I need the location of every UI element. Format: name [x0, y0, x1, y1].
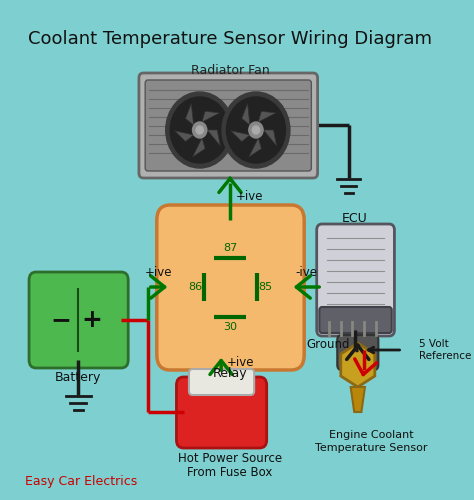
Polygon shape	[231, 130, 256, 141]
Text: 30: 30	[223, 322, 237, 332]
Text: +ive: +ive	[145, 266, 173, 280]
Circle shape	[166, 92, 234, 168]
Polygon shape	[192, 130, 205, 157]
FancyBboxPatch shape	[139, 73, 318, 178]
Circle shape	[227, 97, 285, 163]
Text: Temperature Sensor: Temperature Sensor	[315, 443, 428, 453]
FancyBboxPatch shape	[145, 80, 311, 171]
Text: 5 Volt
Reference: 5 Volt Reference	[419, 339, 471, 361]
FancyBboxPatch shape	[29, 272, 128, 368]
Circle shape	[249, 122, 263, 138]
Text: Radiator Fan: Radiator Fan	[191, 64, 269, 76]
Text: 86: 86	[188, 282, 202, 292]
Circle shape	[192, 122, 207, 138]
Text: Easy Car Electrics: Easy Car Electrics	[25, 476, 137, 488]
Polygon shape	[256, 112, 276, 130]
Polygon shape	[249, 130, 261, 157]
Circle shape	[252, 126, 260, 134]
FancyBboxPatch shape	[319, 307, 392, 333]
FancyBboxPatch shape	[189, 369, 254, 395]
Text: Engine Coolant: Engine Coolant	[329, 430, 413, 440]
Text: From Fuse Box: From Fuse Box	[187, 466, 273, 478]
Text: Ground: Ground	[307, 338, 350, 350]
Text: Battery: Battery	[55, 372, 101, 384]
Circle shape	[222, 92, 290, 168]
Polygon shape	[351, 387, 365, 412]
FancyBboxPatch shape	[176, 377, 267, 448]
FancyBboxPatch shape	[337, 335, 378, 370]
Text: +ive: +ive	[227, 356, 255, 370]
Text: Relay: Relay	[213, 366, 247, 380]
Text: Hot Power Source: Hot Power Source	[178, 452, 282, 464]
Polygon shape	[200, 112, 219, 130]
Polygon shape	[200, 130, 220, 146]
Polygon shape	[175, 130, 200, 141]
Text: +ive: +ive	[236, 190, 264, 202]
Circle shape	[196, 126, 203, 134]
Text: −: −	[51, 308, 72, 332]
FancyBboxPatch shape	[317, 224, 394, 336]
Text: ECU: ECU	[342, 212, 368, 224]
Polygon shape	[256, 130, 277, 146]
Polygon shape	[185, 104, 200, 130]
Polygon shape	[242, 104, 256, 130]
Text: +: +	[81, 308, 102, 332]
FancyBboxPatch shape	[157, 205, 304, 370]
Circle shape	[170, 97, 229, 163]
Text: 85: 85	[259, 282, 273, 292]
Text: Coolant Temperature Sensor Wiring Diagram: Coolant Temperature Sensor Wiring Diagra…	[28, 30, 432, 48]
Text: 87: 87	[223, 243, 237, 253]
Polygon shape	[341, 343, 375, 387]
Text: -ive: -ive	[295, 266, 317, 280]
